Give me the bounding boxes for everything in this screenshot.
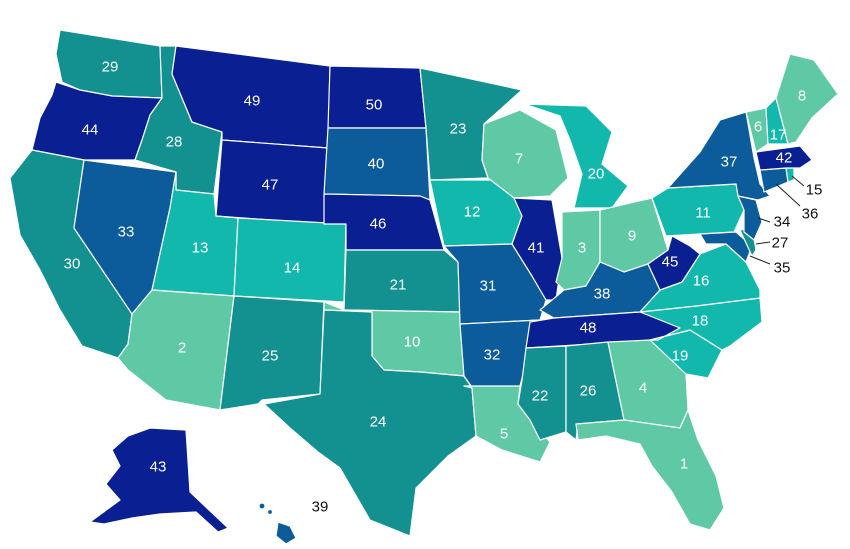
- rank-label-il: 41: [528, 240, 545, 257]
- rank-label-mt: 49: [244, 93, 261, 110]
- rank-label-nm: 25: [262, 348, 279, 365]
- state-ak[interactable]: [89, 427, 229, 533]
- rank-label-ia: 12: [464, 204, 481, 221]
- rank-label-nh: 17: [770, 127, 787, 144]
- rank-label-mo: 31: [480, 278, 497, 295]
- rank-label-co: 14: [284, 260, 301, 277]
- rank-label-wy: 47: [262, 177, 279, 194]
- state-wv[interactable]: [647, 235, 701, 291]
- rank-label-wa: 29: [102, 59, 119, 76]
- rank-label-md: 35: [774, 260, 791, 277]
- rank-label-ak: 43: [150, 459, 167, 476]
- leader-md: [749, 255, 771, 265]
- rank-label-ok: 10: [404, 334, 421, 351]
- rank-label-oh: 9: [628, 228, 636, 245]
- rank-label-ga: 4: [639, 380, 647, 397]
- rank-label-sc: 19: [672, 348, 689, 365]
- rank-label-me: 8: [798, 88, 806, 105]
- rank-label-al: 26: [580, 383, 597, 400]
- rank-label-va: 16: [693, 273, 710, 290]
- state-ny[interactable]: [667, 111, 771, 201]
- rank-label-tn: 48: [580, 320, 597, 337]
- rank-label-ky: 38: [594, 286, 611, 303]
- rank-label-ca: 30: [64, 256, 81, 273]
- rank-label-tx: 24: [370, 414, 387, 431]
- rank-label-fl: 1: [680, 456, 688, 473]
- state-ct[interactable]: [759, 167, 789, 193]
- leader-ct: [775, 183, 801, 207]
- state-tx[interactable]: [263, 309, 477, 537]
- rank-label-ma: 42: [776, 150, 793, 167]
- rank-label-wv: 45: [662, 254, 679, 271]
- rank-labels: 29 44 30 33 28 49 47 13 2 14 25 50 40 46…: [64, 59, 823, 516]
- state-wi[interactable]: [481, 109, 569, 199]
- leader-nj: [757, 217, 771, 223]
- rank-label-ks: 21: [390, 277, 407, 294]
- rank-label-nj: 34: [774, 214, 791, 231]
- state-me[interactable]: [775, 53, 839, 145]
- rank-label-mn: 23: [450, 121, 467, 138]
- state-hi-islet-1: [258, 502, 266, 510]
- state-hi-islet-2: [266, 508, 274, 516]
- state-fl[interactable]: [575, 409, 725, 531]
- rank-label-in: 3: [578, 240, 586, 257]
- state-ma[interactable]: [755, 145, 813, 171]
- rank-label-ct: 36: [802, 206, 819, 223]
- rank-label-la: 5: [500, 426, 508, 443]
- rank-label-ms: 22: [532, 388, 549, 405]
- rank-label-nv: 33: [118, 224, 135, 241]
- rank-label-mi: 20: [588, 166, 605, 183]
- rank-label-vt: 6: [754, 119, 762, 136]
- state-il[interactable]: [511, 197, 563, 301]
- rank-label-ar: 32: [484, 347, 501, 364]
- rank-label-id: 28: [166, 134, 183, 151]
- rank-label-ny: 37: [721, 154, 738, 171]
- leader-de: [755, 241, 771, 245]
- rank-label-or: 44: [82, 122, 99, 139]
- state-md[interactable]: [699, 231, 753, 263]
- rank-label-hi: 39: [312, 499, 329, 516]
- rank-label-de: 27: [772, 235, 789, 252]
- rank-label-nd: 50: [366, 97, 383, 114]
- rank-label-ne: 46: [370, 216, 387, 233]
- leader-ri: [791, 175, 805, 187]
- rank-label-ut: 13: [192, 240, 209, 257]
- rank-label-pa: 11: [695, 205, 711, 222]
- rank-label-nc: 18: [692, 313, 709, 330]
- rank-label-wi: 7: [515, 151, 523, 168]
- rank-label-az: 2: [178, 340, 186, 357]
- state-hi[interactable]: [275, 521, 297, 545]
- rank-label-ri: 15: [806, 182, 823, 199]
- rank-label-sd: 40: [368, 156, 385, 173]
- state-ri[interactable]: [785, 167, 795, 183]
